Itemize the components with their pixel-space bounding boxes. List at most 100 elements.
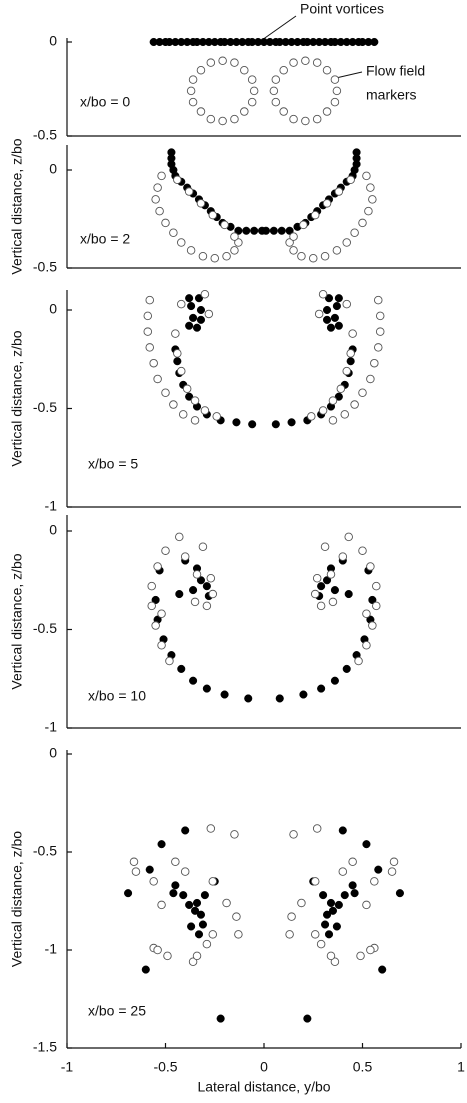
y-axis-label: Vertical distance, z/bo — [9, 553, 25, 689]
vortex — [189, 586, 198, 595]
flow-marker — [204, 309, 214, 319]
vortex — [169, 889, 178, 898]
vortex — [319, 891, 328, 900]
flow-label: markers — [366, 87, 417, 103]
y-tick-label: 0 — [49, 161, 57, 177]
flow-marker — [222, 898, 231, 908]
vortex — [216, 1014, 225, 1023]
flow-marker — [285, 930, 294, 939]
flow-marker — [200, 406, 210, 415]
x-tick-label: 1 — [457, 1059, 465, 1075]
y-tick-label: -1 — [45, 498, 58, 514]
flow-marker — [143, 311, 153, 321]
flow-marker — [208, 930, 218, 939]
flow-marker — [198, 542, 208, 552]
vortex — [191, 906, 200, 915]
flow-marker — [330, 75, 340, 84]
vortex — [202, 684, 211, 693]
flow-marker — [328, 416, 338, 425]
flow-marker — [342, 299, 351, 309]
flow-marker — [232, 912, 241, 921]
flow-marker — [165, 656, 174, 666]
x-tick-label: -0.5 — [153, 1059, 177, 1075]
flow-marker — [149, 877, 158, 886]
x-tick-label: -1 — [61, 1059, 74, 1075]
vortex — [145, 865, 154, 874]
flow-marker — [192, 570, 202, 579]
flow-marker — [318, 289, 328, 299]
flow-marker — [366, 374, 375, 384]
flow-marker — [356, 951, 365, 961]
flow-marker — [328, 597, 338, 607]
flow-marker — [366, 945, 375, 955]
vortex — [192, 898, 202, 908]
vortex — [362, 840, 371, 849]
vortex — [330, 676, 339, 685]
callout-pointer — [261, 15, 297, 41]
y-tick-label: 0 — [49, 522, 57, 538]
flow-marker — [328, 396, 338, 405]
flow-marker — [143, 327, 153, 336]
vortex — [200, 891, 209, 900]
vortex — [194, 294, 204, 303]
flow-marker — [322, 107, 332, 116]
flow-marker — [230, 114, 239, 124]
vortex — [370, 37, 379, 47]
flow-marker — [249, 86, 259, 96]
flow-marker — [157, 171, 166, 181]
callout-label: Point vortices — [300, 1, 384, 17]
flow-marker — [316, 601, 326, 611]
vortex — [324, 294, 334, 303]
flow-marker — [310, 589, 320, 599]
vortex — [332, 922, 341, 931]
y-axis-label: Vertical distance, z/bo — [9, 330, 25, 466]
flow-marker — [188, 97, 198, 107]
flow-marker — [178, 410, 188, 419]
panel-label: x/bo = 0 — [80, 94, 130, 110]
flow-marker — [161, 218, 170, 228]
flow-marker — [346, 349, 355, 358]
flow-marker — [312, 574, 322, 583]
flow-marker — [206, 824, 216, 833]
y-tick-label: -0.5 — [33, 399, 57, 415]
flow-marker — [230, 246, 239, 255]
flow-marker — [338, 867, 348, 876]
flow-marker — [210, 253, 219, 263]
flow-marker — [310, 930, 320, 939]
flow-marker — [190, 396, 200, 405]
flow-marker — [279, 65, 288, 75]
vortex — [317, 684, 326, 693]
flow-marker — [322, 199, 332, 208]
flow-marker — [198, 251, 208, 261]
flow-marker — [149, 358, 158, 368]
flow-marker — [230, 58, 239, 67]
flow-marker — [307, 412, 316, 421]
flow-marker — [350, 400, 359, 409]
flow-marker — [340, 410, 350, 419]
vortex — [187, 302, 196, 311]
flow-marker — [370, 358, 379, 368]
vortex — [287, 418, 296, 427]
vortex — [234, 226, 243, 235]
flow-marker — [330, 957, 340, 967]
panel-label: x/bo = 10 — [88, 688, 146, 704]
flow-marker — [326, 951, 336, 961]
flow-marker — [222, 251, 231, 261]
vortex — [244, 694, 253, 703]
vortex — [157, 840, 166, 849]
flow-marker — [196, 199, 206, 208]
x-tick-label: 0 — [260, 1059, 268, 1075]
vortex — [196, 305, 206, 315]
vortex — [378, 965, 387, 974]
vortex — [317, 582, 326, 591]
y-axis-label: Vertical distance, z/bo — [9, 831, 25, 967]
flow-marker — [171, 329, 180, 338]
flow-marker — [180, 867, 190, 876]
vortex — [277, 226, 286, 235]
y-tick-label: -0.5 — [33, 620, 57, 636]
flow-marker — [182, 384, 192, 394]
flow-marker — [362, 900, 371, 910]
flow-marker — [375, 311, 385, 321]
flow-marker — [208, 589, 218, 599]
vortex — [350, 889, 359, 898]
